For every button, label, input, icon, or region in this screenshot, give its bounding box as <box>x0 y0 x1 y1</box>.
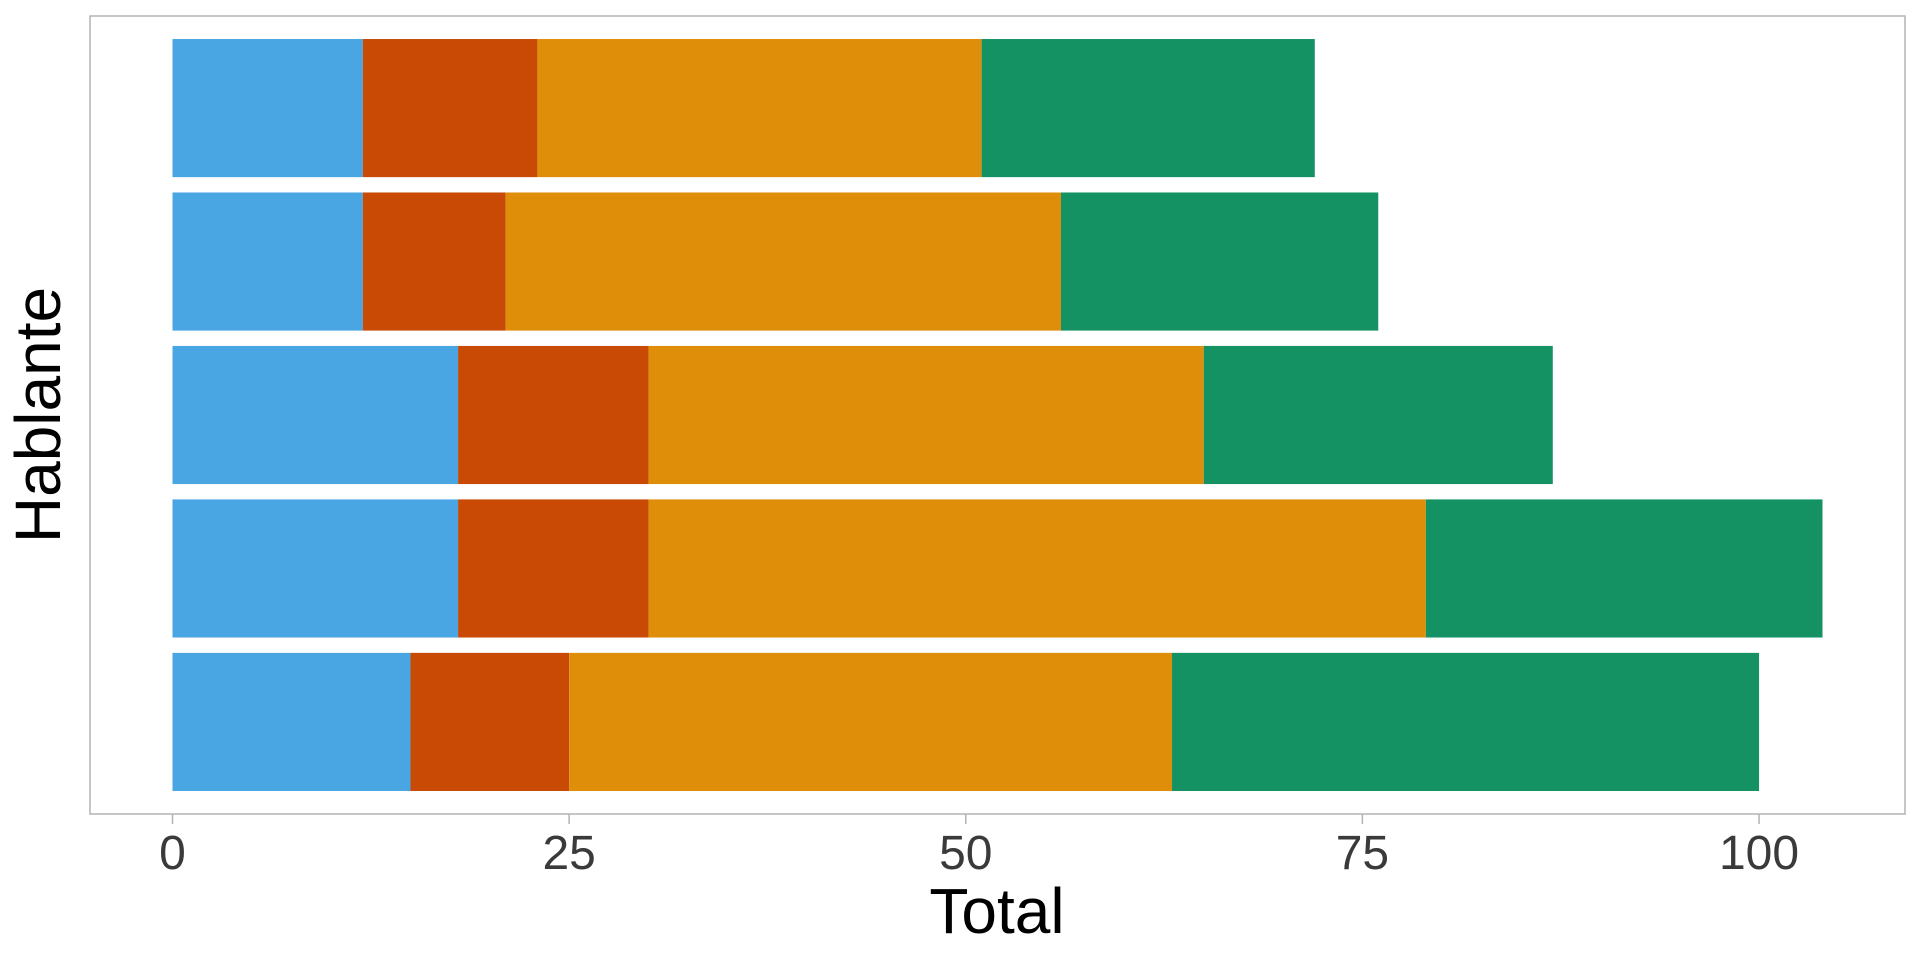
x-axis: 0 25 50 75 100 <box>159 814 1799 880</box>
x-axis-title: Total <box>929 875 1064 947</box>
y-axis-title: Hablante <box>2 287 74 543</box>
bar-segment-row-3-series-2 <box>458 345 649 485</box>
bar-segment-row-1-series-3 <box>569 652 1173 791</box>
bar-segment-row-1-series-2 <box>410 652 570 791</box>
panel-border <box>89 15 1906 815</box>
bar-segment-row-3-series-4 <box>1203 345 1553 485</box>
bar-segment-row-3-series-1 <box>172 345 459 485</box>
bar-segment-row-1-series-4 <box>1172 652 1760 791</box>
bar-segment-row-5-series-1 <box>172 39 363 178</box>
bar-segment-row-2-series-4 <box>1425 499 1823 638</box>
bar-segment-row-4-series-2 <box>362 192 506 331</box>
x-tick-label: 0 <box>159 827 186 880</box>
x-tick-label: 75 <box>1336 827 1389 880</box>
bar-segment-row-2-series-2 <box>458 499 649 638</box>
x-tick-label: 25 <box>542 827 595 880</box>
bar-segment-row-4-series-3 <box>505 192 1061 331</box>
bar-segment-row-1-series-1 <box>172 652 411 791</box>
bar-segment-row-2-series-3 <box>648 499 1426 638</box>
bar-segment-row-5-series-2 <box>362 39 538 178</box>
bar-segment-row-4-series-4 <box>1060 192 1379 331</box>
bar-segment-row-3-series-3 <box>648 345 1204 485</box>
bar-segment-row-4-series-1 <box>172 192 363 331</box>
x-tick-label: 50 <box>939 827 992 880</box>
x-tick-label: 100 <box>1719 827 1799 880</box>
bar-segment-row-2-series-1 <box>172 499 459 638</box>
bar-segment-row-5-series-3 <box>537 39 982 178</box>
bar-layer <box>172 39 1823 791</box>
bar-segment-row-5-series-4 <box>981 39 1315 178</box>
